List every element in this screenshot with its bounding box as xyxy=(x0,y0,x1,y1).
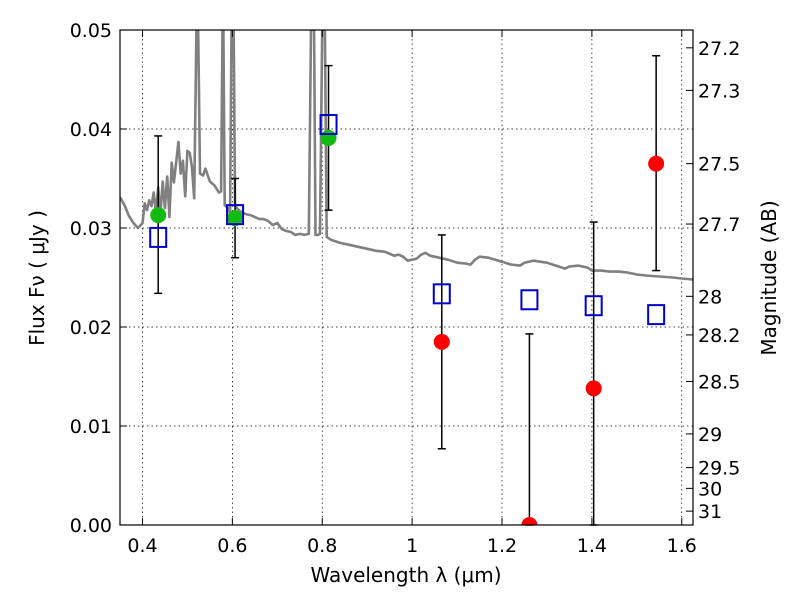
blue-square-point xyxy=(647,304,666,326)
y2-tick-label: 27.7 xyxy=(698,214,740,236)
y2-tick-label: 28 xyxy=(698,286,722,308)
x-tick-label: 0.8 xyxy=(307,535,337,557)
y-tick-label: 0.00 xyxy=(70,515,112,537)
grid-lines xyxy=(120,29,693,526)
x-tick-label: 0.4 xyxy=(127,535,157,557)
y2-tick-label: 27.3 xyxy=(698,80,740,102)
y-tick-label: 0.02 xyxy=(70,317,112,339)
y2-tick-label: 27.2 xyxy=(698,38,740,60)
y-tick-label: 0.04 xyxy=(70,119,112,141)
x-tick-label: 1.4 xyxy=(577,535,607,557)
y2-tick-label: 29 xyxy=(698,424,722,446)
model-spectrum xyxy=(120,30,693,281)
red-flux-point xyxy=(648,155,665,172)
blue-square-point xyxy=(520,289,539,311)
y-tick-label: 0.05 xyxy=(70,20,112,42)
blue-square-point xyxy=(226,204,245,226)
x-tick-label: 0.6 xyxy=(217,535,247,557)
blue-square-point xyxy=(432,283,451,305)
axis-ticks xyxy=(120,29,693,526)
red-flux-point xyxy=(585,380,602,397)
x-tick-label: 1.2 xyxy=(487,535,517,557)
y-tick-label: 0.01 xyxy=(70,416,112,438)
model-spectrum-line xyxy=(120,30,693,281)
y-tick-label: 0.03 xyxy=(70,218,112,240)
data-markers xyxy=(149,114,666,525)
y2-tick-label: 28.2 xyxy=(698,325,740,347)
plot-frame xyxy=(119,29,694,526)
y2-tick-label: 30 xyxy=(698,478,722,500)
y2-axis-title: Magnitude (AB) xyxy=(757,200,781,355)
blue-square-point xyxy=(584,295,603,317)
y2-tick-label: 29.5 xyxy=(698,458,740,480)
x-axis-title: Wavelength λ (μm) xyxy=(310,563,501,587)
x-tick-label: 1.6 xyxy=(667,535,697,557)
blue-square-point xyxy=(149,226,168,248)
y2-tick-label: 28.5 xyxy=(698,371,740,393)
tick-labels: 0.4 0.6 0.8 1 1.2 1.4 1.6 0.00 0.01 0.02 0.03 0.04 0… xyxy=(70,20,741,557)
x-tick-label: 1 xyxy=(406,535,418,557)
green-flux-point xyxy=(150,207,167,224)
green-flux-point xyxy=(320,129,337,146)
y2-tick-label: 27.5 xyxy=(698,154,740,176)
red-flux-point xyxy=(521,517,538,525)
red-flux-point xyxy=(433,333,450,350)
green-flux-point xyxy=(227,210,244,227)
y2-tick-label: 31 xyxy=(698,501,722,523)
y-axis-title: Flux Fν ( μJy ) xyxy=(25,210,49,346)
blue-square-point xyxy=(319,114,338,136)
